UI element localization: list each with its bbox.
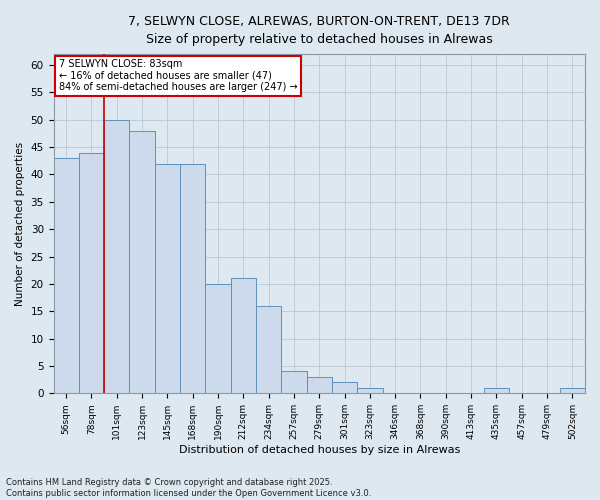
Bar <box>180 164 205 394</box>
X-axis label: Distribution of detached houses by size in Alrewas: Distribution of detached houses by size … <box>179 445 460 455</box>
Bar <box>484 388 509 394</box>
Bar <box>307 377 332 394</box>
Bar <box>205 284 230 394</box>
Bar <box>104 120 130 394</box>
Title: 7, SELWYN CLOSE, ALREWAS, BURTON-ON-TRENT, DE13 7DR
Size of property relative to: 7, SELWYN CLOSE, ALREWAS, BURTON-ON-TREN… <box>128 15 510 46</box>
Bar <box>332 382 357 394</box>
Bar <box>155 164 180 394</box>
Bar <box>357 388 383 394</box>
Text: 7 SELWYN CLOSE: 83sqm
← 16% of detached houses are smaller (47)
84% of semi-deta: 7 SELWYN CLOSE: 83sqm ← 16% of detached … <box>59 59 298 92</box>
Bar <box>230 278 256 394</box>
Bar <box>560 388 585 394</box>
Y-axis label: Number of detached properties: Number of detached properties <box>15 142 25 306</box>
Text: Contains HM Land Registry data © Crown copyright and database right 2025.
Contai: Contains HM Land Registry data © Crown c… <box>6 478 371 498</box>
Bar <box>79 152 104 394</box>
Bar <box>53 158 79 394</box>
Bar <box>130 130 155 394</box>
Bar <box>256 306 281 394</box>
Bar <box>281 372 307 394</box>
